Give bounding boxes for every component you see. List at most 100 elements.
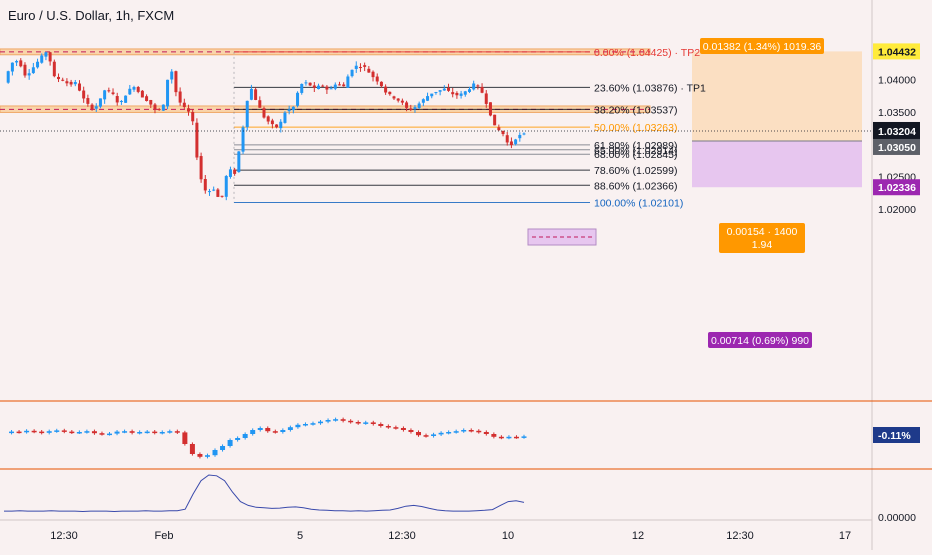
candle-body <box>237 151 241 173</box>
candle-body <box>270 120 274 125</box>
candle-body <box>300 83 304 93</box>
candle-body <box>103 90 107 100</box>
osc-bar <box>46 431 52 433</box>
fib-label: 38.20% (1.03537) <box>594 104 677 116</box>
osc-bar <box>39 431 45 434</box>
candle-body <box>132 87 136 90</box>
osc-bar <box>498 436 504 439</box>
candle-body <box>493 114 497 126</box>
osc-bar <box>197 454 203 457</box>
candle-body <box>426 96 430 101</box>
fib-label: 68.00% (1.02845) <box>594 149 677 161</box>
candle-body <box>304 82 308 84</box>
time-tick: 12:30 <box>388 530 416 542</box>
candle-body <box>367 68 371 73</box>
candle-body <box>170 71 174 80</box>
candle-body <box>317 85 321 90</box>
time-tick: 12:30 <box>726 530 754 542</box>
osc-bar <box>174 431 180 433</box>
entry-price-badge-box <box>873 138 920 155</box>
oscillator-value-badge: -0.11% <box>878 430 911 442</box>
candle-body <box>119 101 123 103</box>
candle-body <box>27 73 31 76</box>
stop-label-box <box>708 332 812 348</box>
fib-label: 61.80% (1.02989) <box>594 140 677 152</box>
candle-body <box>463 91 467 95</box>
candle-body <box>107 90 111 92</box>
candle-body <box>459 93 463 96</box>
candle-body <box>291 106 295 111</box>
candle-body <box>363 65 367 67</box>
osc-bar <box>408 430 414 432</box>
candle-body <box>442 88 446 91</box>
osc-bar <box>453 431 459 433</box>
candle-body <box>266 116 270 122</box>
candle-body <box>371 71 375 78</box>
candle-body <box>358 67 362 69</box>
candle-body <box>279 121 283 129</box>
candle-body <box>157 109 161 111</box>
candle-body <box>283 112 287 123</box>
candle-body <box>488 102 492 116</box>
osc-bar <box>340 419 346 421</box>
candle-body <box>6 71 10 83</box>
candle-body <box>224 176 228 197</box>
candle-body <box>203 178 207 191</box>
entry-label-line2: 1.94 <box>752 239 773 251</box>
candle-body <box>36 61 40 68</box>
candle-body <box>140 90 144 98</box>
osc-bar <box>461 430 467 432</box>
target-label-box <box>700 38 824 54</box>
candle-body <box>65 81 69 84</box>
osc-bar <box>393 427 399 429</box>
osc-bar <box>348 420 354 423</box>
osc-bar <box>310 423 316 425</box>
candle-body <box>329 88 333 90</box>
time-tick: 5 <box>297 530 303 542</box>
candle-body <box>10 62 14 72</box>
fib-label: 78.60% (1.02599) <box>594 165 677 177</box>
osc-bar <box>363 422 369 424</box>
candle-body <box>392 96 396 99</box>
candle-body <box>254 89 258 100</box>
candle-body <box>388 91 392 95</box>
osc-bar <box>431 434 437 436</box>
candle-body <box>522 133 526 135</box>
candle-body <box>111 92 115 95</box>
candle-body <box>233 169 237 174</box>
osc-bar <box>446 432 452 434</box>
candle-body <box>207 191 211 193</box>
osc-bar <box>189 444 195 454</box>
target-price-badge-box <box>873 43 920 60</box>
candle-body <box>212 189 216 191</box>
candle-body <box>472 83 476 90</box>
candle-body <box>447 87 451 91</box>
candle-body <box>228 169 232 177</box>
candle-body <box>518 134 522 139</box>
candle-body <box>430 93 434 97</box>
candle-body <box>136 87 140 92</box>
entry-price-badge: 1.03050 <box>878 142 916 154</box>
candle-body <box>31 67 35 74</box>
candle-body <box>287 109 291 112</box>
osc-bar <box>250 430 256 434</box>
osc-bar <box>84 431 90 433</box>
time-tick: Feb <box>155 530 174 542</box>
osc-bar <box>468 430 474 432</box>
candle-body <box>15 61 19 63</box>
candle-body <box>375 76 379 82</box>
candle-body <box>396 98 400 101</box>
candle-body <box>438 90 442 92</box>
candle-body <box>73 82 77 85</box>
candle-body <box>262 108 266 118</box>
position-tool[interactable]: 0.01382 (1.34%) 1019.36 0.00154 · 14001.9… <box>527 38 862 348</box>
candle-body <box>497 127 501 131</box>
candle-body <box>275 124 279 128</box>
candle-body <box>409 108 413 110</box>
target-price-badge: 1.04432 <box>878 46 916 58</box>
candle-body <box>115 96 119 103</box>
osc-bar <box>69 431 75 434</box>
candle-body <box>514 139 518 145</box>
